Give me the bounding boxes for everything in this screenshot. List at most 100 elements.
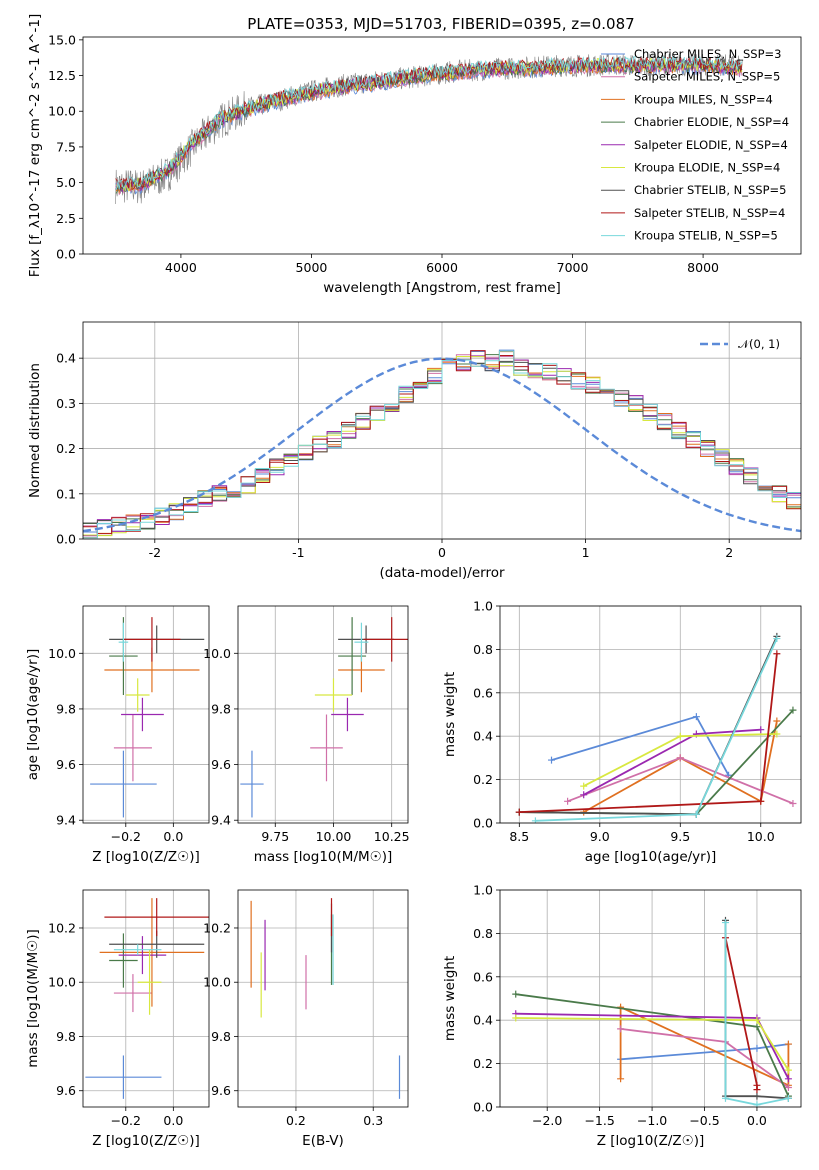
model-spectrum-line xyxy=(115,55,743,191)
panel-2: −0.2 0.0 9.4 9.6 9.8 10.0 Z [log10(Z/Z☉)] age [… xyxy=(25,605,210,865)
mass-weight-marker xyxy=(617,1075,625,1083)
x-tick-label: 6000 xyxy=(426,260,458,275)
error-bars xyxy=(85,898,209,1099)
x-tick-label: 9.75 xyxy=(261,829,289,844)
spectrum-lines xyxy=(115,53,743,205)
legend-label: 𝒩(0, 1) xyxy=(738,337,780,351)
y-tick-label: 0.0 xyxy=(56,247,76,262)
y-tick-label: 9.6 xyxy=(56,757,76,772)
mass-weight-marker xyxy=(531,817,539,823)
y-tick-label: 0.3 xyxy=(56,396,76,411)
error-bars xyxy=(240,617,408,818)
x-tick-label: 0.2 xyxy=(286,1113,306,1128)
mass-weight-marker xyxy=(753,1023,761,1031)
y-tick-label: 9.6 xyxy=(211,757,231,772)
y-tick-label: 10.2 xyxy=(203,920,231,935)
x-tick-label: −0.5 xyxy=(689,1113,719,1128)
mass-weight-marker xyxy=(784,1075,792,1083)
legend-label: Kroupa MILES, N_SSP=4 xyxy=(634,92,773,106)
panel-4: 8.5 9.0 9.5 10.0 0.0 0.2 0.4 0.6 0.8 1.0 age [log1… xyxy=(442,599,802,865)
y-tick-label: 0.0 xyxy=(56,532,76,547)
y-tick-label: 9.8 xyxy=(211,1029,231,1044)
x-tick-label: 10.0 xyxy=(747,829,775,844)
x-tick-label: 0.0 xyxy=(163,829,183,844)
legend-label: Chabrier ELODIE, N_SSP=4 xyxy=(634,115,789,129)
panel-1: -2 -1 0 1 2 0.0 0.1 0.2 0.3 0.4 (data-model)/error… xyxy=(27,321,802,581)
x-tick-label: 10.00 xyxy=(316,829,352,844)
mass-weight-marker xyxy=(512,1014,520,1022)
mass-weight-marker xyxy=(784,1040,792,1048)
y-tick-label: 0.8 xyxy=(473,642,493,657)
y-tick-label: 2.5 xyxy=(56,211,76,226)
mass-weight-marker xyxy=(753,1092,761,1100)
mass-weight-marker xyxy=(692,810,700,818)
x-tick-label: 9.0 xyxy=(590,829,610,844)
y-tick-label: 10.0 xyxy=(48,975,76,990)
legend-label: Chabrier MILES, N_SSP=3 xyxy=(634,47,781,61)
y-tick-label: 10.0 xyxy=(48,104,76,119)
mass-weight-marker xyxy=(784,1083,792,1091)
plot-frame xyxy=(237,889,409,1108)
mass-weight-marker xyxy=(580,782,588,790)
panel-0: 4000 5000 6000 7000 8000 0.0 2.5 5.0 7.5 10.0 12.5… xyxy=(27,14,802,296)
x-tick-label: 0 xyxy=(438,545,446,560)
mass-weight-marker xyxy=(757,797,765,805)
mass-weight-line xyxy=(724,922,789,1106)
gaussian-reference-curve xyxy=(83,357,801,533)
histograms xyxy=(83,349,801,539)
mass-weight-marker xyxy=(773,635,781,643)
mass-weight-marker xyxy=(617,1025,625,1033)
mass-weight-marker xyxy=(789,706,797,714)
y-tick-label: 10.0 xyxy=(203,646,231,661)
y-axis-label: mass [log10(M/M☉)] xyxy=(25,929,41,1068)
legend-label: Salpeter ELODIE, N_SSP=4 xyxy=(634,138,788,152)
y-tick-label: 9.6 xyxy=(211,1083,231,1098)
y-tick-label: 12.5 xyxy=(48,68,76,83)
y-tick-label: 0.2 xyxy=(473,1056,493,1071)
x-tick-label: 2 xyxy=(725,545,733,560)
y-tick-label: 9.6 xyxy=(56,1083,76,1098)
legend-label: Salpeter MILES, N_SSP=5 xyxy=(634,70,780,84)
x-axis-label: (data-model)/error xyxy=(379,565,505,581)
y-tick-label: 0.4 xyxy=(473,729,493,744)
mass-weight-marker xyxy=(753,1086,761,1094)
y-tick-label: 9.8 xyxy=(56,1029,76,1044)
x-tick-label: −1.0 xyxy=(637,1113,667,1128)
x-tick-label: 8.5 xyxy=(509,829,529,844)
mass-weight-marker xyxy=(784,1094,792,1102)
plot-frame xyxy=(237,605,409,824)
y-tick-label: 10.0 xyxy=(203,975,231,990)
y-tick-label: 0.6 xyxy=(473,685,493,700)
x-tick-label: −1.5 xyxy=(584,1113,614,1128)
y-axis-label: Normed distribution xyxy=(27,363,43,498)
mass-weight-marker xyxy=(515,808,523,816)
plot-frame xyxy=(82,321,802,540)
y-tick-label: 0.6 xyxy=(473,969,493,984)
y-tick-label: 15.0 xyxy=(48,32,76,47)
mass-weight-marker xyxy=(757,726,765,734)
mass-weight-line xyxy=(724,937,758,1090)
panel-7: −2.0 −1.5 −1.0 −0.5 0.0 0.0 0.2 0.4 0.6 0.8 1.0 Z [… xyxy=(442,883,802,1149)
legend-label: Kroupa ELODIE, N_SSP=4 xyxy=(634,161,780,175)
legend-label: Kroupa STELIB, N_SSP=5 xyxy=(634,229,778,243)
y-tick-label: 0.8 xyxy=(473,926,493,941)
x-tick-label: 7000 xyxy=(557,260,589,275)
plot-frame xyxy=(82,889,210,1108)
mass-weight-marker xyxy=(753,1044,761,1052)
y-axis-label: age [log10(age/yr)] xyxy=(25,649,41,781)
mass-weight-marker xyxy=(773,717,781,725)
mass-weight-line xyxy=(519,709,794,816)
y-tick-label: 0.1 xyxy=(56,486,76,501)
y-axis-label: mass weight xyxy=(442,672,458,757)
residual-histogram-step xyxy=(83,350,801,539)
mass-weight-marker xyxy=(564,797,572,805)
x-tick-label: -2 xyxy=(149,545,161,560)
x-tick-label: −0.2 xyxy=(111,829,141,844)
x-tick-label: −0.2 xyxy=(111,1113,141,1128)
y-axis-label: Flux [f_λ10^-17 erg cm^-2 s^-1 A^-1] xyxy=(27,14,43,277)
mass-weight-line xyxy=(519,636,778,816)
mass-weight-marker xyxy=(753,1101,761,1107)
x-axis-label: Z [log10(Z/Z☉)] xyxy=(92,1133,200,1149)
y-tick-label: 0.2 xyxy=(56,441,76,456)
